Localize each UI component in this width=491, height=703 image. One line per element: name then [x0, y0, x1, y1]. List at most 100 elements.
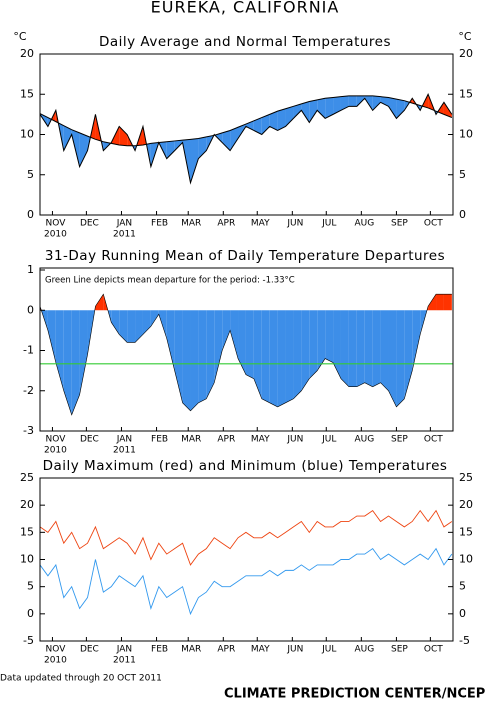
departure-fill: [388, 97, 397, 119]
departure-fill: [79, 310, 88, 395]
x-tick-label: MAY: [251, 219, 270, 229]
x-tick-label: SEP: [391, 435, 408, 445]
departure-fill: [261, 114, 270, 135]
departure-fill: [166, 310, 175, 371]
y-tick-label: -5: [23, 634, 34, 647]
departure-fill: [127, 134, 133, 146]
x-tick-label: JAN: [116, 435, 132, 445]
departure-fill: [253, 310, 262, 399]
data-line: [39, 95, 453, 147]
y2-tick-label: 15: [459, 87, 473, 100]
departure-fill: [428, 294, 437, 311]
x-tick-label: JUN: [286, 435, 303, 445]
year-label: 2010: [44, 446, 67, 456]
plot-frame: [39, 267, 454, 432]
departure-fill: [309, 310, 318, 379]
departure-fill: [317, 98, 326, 119]
x-tick-label: OCT: [424, 645, 443, 655]
y2-tick-label: 0: [459, 607, 466, 620]
departure-fill: [230, 310, 239, 359]
departure-fill: [79, 132, 88, 167]
x-tick-label: JUN: [286, 645, 303, 655]
departure-fill: [285, 106, 294, 127]
departure-fill: [245, 310, 254, 379]
data-line: [39, 293, 452, 416]
year-label: 2010: [44, 656, 67, 666]
departure-fill: [277, 310, 286, 407]
departure-fill: [293, 103, 302, 119]
plot-frame: [39, 477, 454, 642]
departure-fill: [198, 136, 207, 159]
panel-title: 31-Day Running Mean of Daily Temperature…: [45, 248, 445, 264]
departure-fill: [166, 140, 175, 159]
departure-fill: [158, 310, 167, 339]
y2-tick-label: 15: [459, 525, 473, 538]
x-tick-label: NOV: [46, 645, 67, 655]
footer-note: Data updated through 20 OCT 2011: [0, 674, 162, 684]
x-tick-label: JAN: [116, 645, 132, 655]
departure-fill: [317, 310, 326, 371]
x-tick-label: NOV: [46, 435, 67, 445]
departure-fill: [222, 310, 231, 351]
y2-axis-label: °C: [458, 30, 472, 43]
departure-fill: [277, 108, 286, 131]
departure-fill: [190, 310, 199, 411]
departure-fill: [372, 310, 381, 387]
y-tick-label: -2: [23, 384, 34, 397]
departure-fill: [230, 127, 239, 151]
y-tick-label: 5: [27, 580, 34, 593]
departure-fill: [119, 310, 128, 343]
x-tick-label: FEB: [151, 645, 168, 655]
year-label: 2010: [44, 230, 67, 240]
departure-fill: [436, 294, 444, 311]
departure-fill: [135, 310, 143, 343]
year-label: 2011: [113, 656, 136, 666]
departure-fill: [47, 310, 56, 363]
y2-tick-label: -5: [459, 634, 470, 647]
departure-fill: [95, 294, 104, 311]
y2-tick-label: 10: [459, 553, 473, 566]
x-tick-label: OCT: [424, 435, 443, 445]
y-tick-label: 5: [27, 168, 34, 181]
departure-fill: [190, 138, 199, 183]
x-tick-label: NOV: [46, 219, 67, 229]
data-line: [39, 547, 453, 616]
departure-fill: [269, 111, 278, 131]
y-tick-label: 1: [27, 263, 34, 276]
y-tick-label: 15: [20, 525, 34, 538]
y2-tick-label: 25: [459, 471, 473, 484]
credit: CLIMATE PREDICTION CENTER/NCEP: [224, 687, 485, 702]
x-tick-label: MAR: [181, 645, 201, 655]
x-tick-label: MAY: [251, 645, 270, 655]
departure-fill: [150, 310, 159, 327]
data-line: [39, 509, 453, 566]
x-tick-label: AUG: [354, 219, 374, 229]
y-tick-label: 20: [20, 47, 34, 60]
departure-fill: [174, 310, 183, 403]
departure-fill: [340, 95, 349, 111]
departure-fill: [333, 310, 341, 379]
departure-fill: [198, 310, 207, 403]
y-tick-label: -1: [23, 344, 34, 357]
x-tick-label: DEC: [80, 645, 99, 655]
panel-title: Daily Maximum (red) and Minimum (blue) T…: [43, 458, 448, 474]
departure-fill: [396, 99, 405, 119]
y2-tick-label: 5: [459, 168, 466, 181]
x-tick-label: MAR: [181, 219, 201, 229]
x-tick-label: APR: [217, 645, 235, 655]
y-tick-label: 25: [20, 471, 34, 484]
y2-tick-label: 10: [459, 128, 473, 141]
departure-fill: [293, 310, 302, 399]
departure-fill: [127, 310, 136, 343]
y-tick-label: 0: [27, 303, 34, 316]
departure-fill: [222, 130, 231, 151]
panel-title: Daily Average and Normal Temperatures: [99, 34, 391, 50]
departure-fill: [372, 95, 381, 111]
data-line: [39, 93, 453, 185]
departure-fill: [261, 310, 270, 403]
x-tick-label: SEP: [391, 645, 408, 655]
y2-tick-label: 5: [459, 580, 466, 593]
departure-fill: [253, 117, 262, 135]
y-axis-label: °C: [13, 30, 27, 43]
x-tick-label: DEC: [80, 435, 99, 445]
